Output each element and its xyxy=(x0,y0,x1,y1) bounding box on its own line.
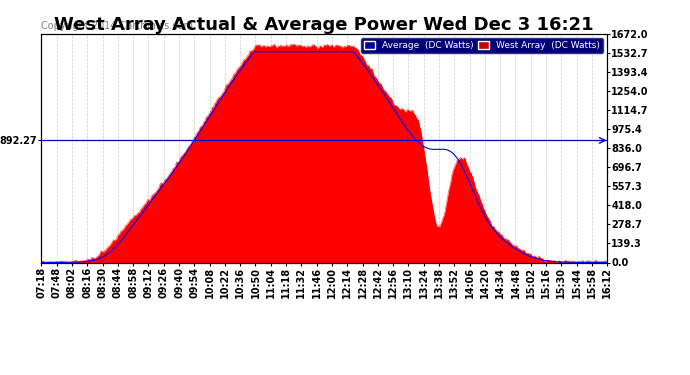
Legend: Average  (DC Watts), West Array  (DC Watts): Average (DC Watts), West Array (DC Watts… xyxy=(361,38,602,53)
Title: West Array Actual & Average Power Wed Dec 3 16:21: West Array Actual & Average Power Wed De… xyxy=(55,16,594,34)
Text: Copyright 2014 Cartronics.com: Copyright 2014 Cartronics.com xyxy=(41,21,193,32)
